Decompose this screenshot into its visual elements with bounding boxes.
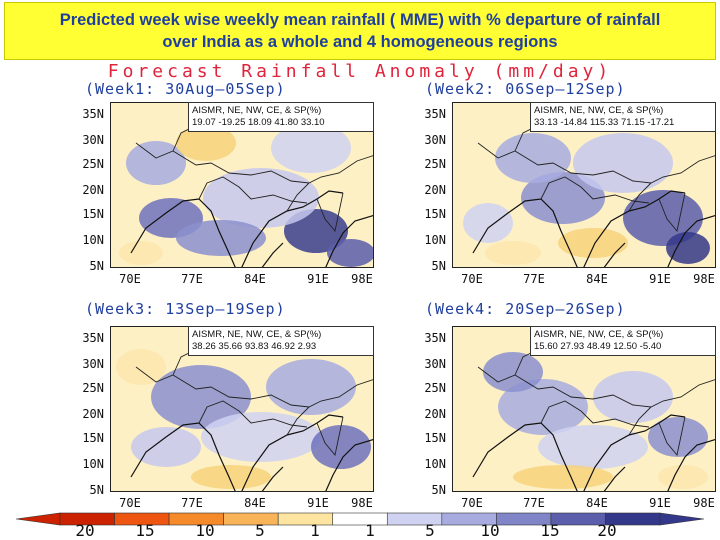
lat-label: 35N [424, 107, 446, 121]
lon-label: 84E [586, 496, 608, 510]
week2-departure-box: AISMR, NE, NW, CE, & SP(%) 33.13 -14.84 1… [530, 102, 716, 132]
lat-label: 20N [424, 407, 446, 421]
week1-map [110, 102, 374, 268]
lat-label: 10N [82, 457, 104, 471]
colorbar-label: 20 [597, 521, 617, 540]
colorbar-label: 10 [195, 521, 215, 540]
lon-label: 98E [693, 272, 715, 286]
colorbar-label: 5 [255, 521, 265, 540]
lat-label: 35N [82, 331, 104, 345]
colorbar-label: 15 [135, 521, 155, 540]
lon-label: 84E [244, 272, 266, 286]
lat-label: 25N [82, 157, 104, 171]
colorbar-label: 5 [425, 521, 435, 540]
lat-label: 20N [82, 407, 104, 421]
lat-label: 10N [424, 233, 446, 247]
forecast-title: Forecast Rainfall Anomaly (mm/day) [107, 61, 613, 82]
lat-label: 5N [431, 259, 446, 273]
colorbar-label: 1 [365, 521, 375, 540]
lat-label: 35N [82, 107, 104, 121]
week3-title: (Week3: 13Sep—19Sep) [85, 300, 286, 318]
departure-values: 15.60 27.93 48.49 12.50 -5.40 [534, 341, 662, 352]
colorbar-label: 1 [310, 521, 320, 540]
lat-label: 20N [424, 183, 446, 197]
lon-label: 84E [586, 272, 608, 286]
lat-label: 25N [424, 381, 446, 395]
header-banner: Predicted week wise weekly mean rainfall… [4, 2, 716, 60]
departure-header: AISMR, NE, NW, CE, & SP(%) [534, 329, 664, 340]
departure-header: AISMR, NE, NW, CE, & SP(%) [192, 105, 322, 116]
departure-values: 38.26 35.66 93.83 46.92 2.93 [192, 341, 317, 352]
lon-label: 98E [351, 496, 373, 510]
lat-label: 10N [82, 233, 104, 247]
lon-label: 91E [649, 496, 671, 510]
lat-label: 30N [424, 357, 446, 371]
departure-values: 19.07 -19.25 18.09 41.80 33.10 [192, 117, 325, 128]
lon-label: 70E [119, 496, 141, 510]
lon-label: 98E [693, 496, 715, 510]
lat-label: 30N [82, 357, 104, 371]
lon-label: 77E [523, 272, 545, 286]
lat-label: 30N [82, 133, 104, 147]
week3-departure-box: AISMR, NE, NW, CE, & SP(%) 38.26 35.66 93… [188, 326, 374, 356]
lat-label: 15N [424, 431, 446, 445]
lon-label: 91E [649, 272, 671, 286]
departure-header: AISMR, NE, NW, CE, & SP(%) [192, 329, 322, 340]
colorbar-label: 20 [75, 521, 95, 540]
week4-departure-box: AISMR, NE, NW, CE, & SP(%) 15.60 27.93 48… [530, 326, 716, 356]
lon-label: 77E [181, 496, 203, 510]
week4-title: (Week4: 20Sep—26Sep) [425, 300, 626, 318]
lon-label: 70E [119, 272, 141, 286]
banner-title-line-1: Predicted week wise weekly mean rainfall… [59, 11, 661, 29]
banner-title-line-2: over India as a whole and 4 homogeneous … [162, 33, 558, 51]
week1-departure-box: AISMR, NE, NW, CE, & SP(%) 19.07 -19.25 1… [188, 102, 374, 132]
colorbar [16, 512, 704, 526]
lat-label: 30N [424, 133, 446, 147]
week1-title: (Week1: 30Aug—05Sep) [85, 80, 286, 98]
departure-values: 33.13 -14.84 115.33 71.15 -17.21 [534, 117, 675, 128]
lat-label: 25N [82, 381, 104, 395]
lat-label: 15N [82, 207, 104, 221]
lon-label: 77E [181, 272, 203, 286]
lat-label: 15N [82, 431, 104, 445]
lat-label: 5N [89, 259, 104, 273]
lon-label: 91E [307, 272, 329, 286]
lat-label: 5N [431, 483, 446, 497]
lat-label: 20N [82, 183, 104, 197]
lon-label: 98E [351, 272, 373, 286]
lon-label: 70E [461, 496, 483, 510]
lon-label: 77E [523, 496, 545, 510]
lat-label: 10N [424, 457, 446, 471]
departure-header: AISMR, NE, NW, CE, & SP(%) [534, 105, 664, 116]
colorbar-label: 10 [480, 521, 500, 540]
lat-label: 5N [89, 483, 104, 497]
lon-label: 84E [244, 496, 266, 510]
lat-label: 15N [424, 207, 446, 221]
lat-label: 35N [424, 331, 446, 345]
lon-label: 70E [461, 272, 483, 286]
week2-title: (Week2: 06Sep—12Sep) [425, 80, 626, 98]
lon-label: 91E [307, 496, 329, 510]
lat-label: 25N [424, 157, 446, 171]
colorbar-label: 15 [540, 521, 560, 540]
